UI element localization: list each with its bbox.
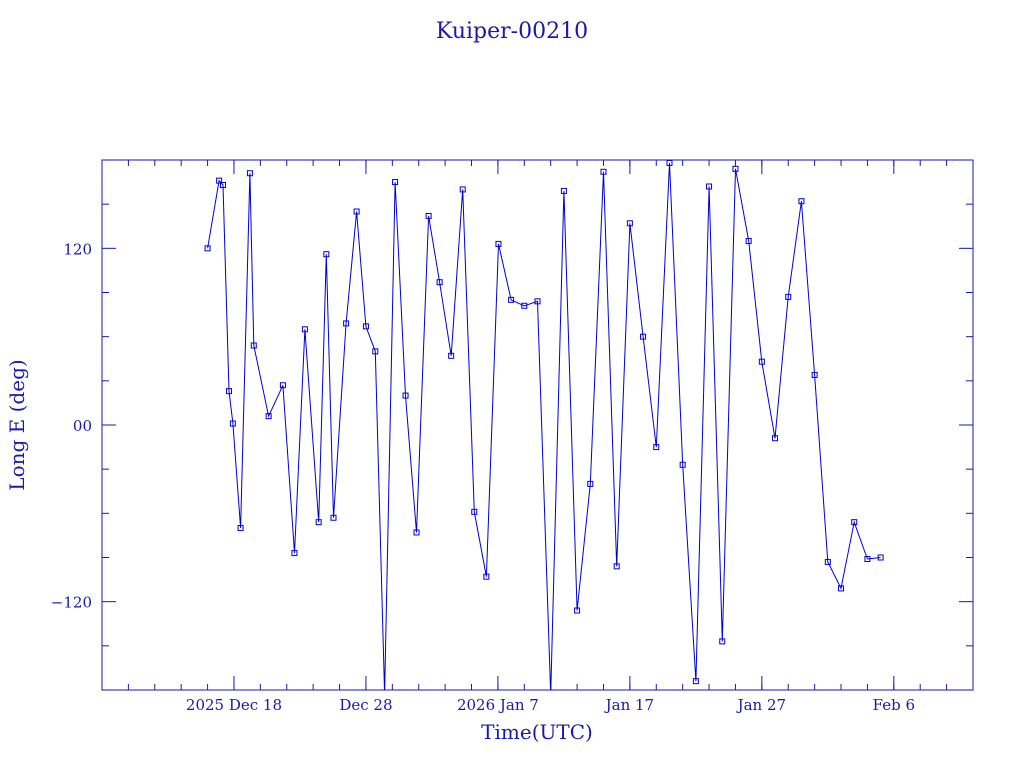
x-tick-label: Jan 17 (604, 696, 654, 714)
data-point (323, 251, 330, 258)
data-point (864, 555, 871, 562)
data-point (279, 382, 286, 389)
x-axis-label: Time(UTC) (481, 720, 593, 744)
data-point (291, 550, 298, 557)
x-tick-label: 2025 Dec 18 (186, 696, 282, 714)
data-point (436, 279, 443, 286)
data-point (600, 168, 607, 175)
x-tick-label: Feb 6 (873, 696, 915, 714)
data-point (315, 519, 322, 526)
data-point (471, 508, 478, 515)
data-point (229, 420, 236, 427)
data-point (353, 208, 360, 215)
data-point (250, 342, 257, 349)
data-point (534, 298, 541, 305)
data-point (626, 220, 633, 227)
data-point (448, 352, 455, 359)
data-point (343, 320, 350, 327)
data-point (521, 302, 528, 309)
y-tick-label: 00 (73, 417, 92, 435)
data-point (574, 607, 581, 614)
series-line (207, 162, 881, 690)
x-tick-label: 2026 Jan 7 (457, 696, 539, 714)
data-point (613, 563, 620, 570)
data-point (362, 323, 369, 330)
data-point (811, 371, 818, 378)
data-point (798, 198, 805, 205)
data-point (560, 187, 567, 194)
data-point (402, 392, 409, 399)
data-point (219, 182, 226, 189)
data-point (372, 348, 379, 355)
data-point (216, 177, 223, 184)
x-tick-label: Dec 28 (339, 696, 392, 714)
data-point (459, 186, 466, 193)
data-point (785, 293, 792, 300)
x-tick-label: Jan 27 (736, 696, 786, 714)
chart-title: Kuiper-00210 (436, 19, 588, 44)
data-point (301, 326, 308, 333)
data-point (706, 183, 713, 190)
data-point (745, 237, 752, 244)
data-point (508, 296, 515, 303)
data-series (204, 160, 884, 697)
data-point (587, 480, 594, 487)
data-point (425, 212, 432, 219)
data-point (640, 333, 647, 340)
x-axis: 2025 Dec 18 Dec 28 2026 Jan 7 Jan 17 Jan 27 F… (101, 160, 974, 714)
data-point (204, 245, 211, 252)
data-point (330, 514, 337, 521)
data-point (483, 573, 490, 580)
data-point (679, 461, 686, 468)
data-point (265, 413, 272, 420)
data-point (732, 165, 739, 172)
data-point (226, 388, 233, 395)
data-point (772, 435, 779, 442)
data-point (758, 358, 765, 365)
y-axis: 120 00 −120 (51, 203, 973, 647)
data-point (838, 585, 845, 592)
data-point (877, 554, 884, 561)
data-point (392, 179, 399, 186)
data-point (653, 444, 660, 451)
data-point (548, 692, 553, 697)
y-axis-label: Long E (deg) (5, 359, 29, 490)
data-point (692, 678, 699, 685)
data-point (824, 558, 831, 565)
data-point (851, 519, 858, 526)
data-point (719, 638, 726, 645)
data-point (413, 529, 420, 536)
data-point (237, 525, 244, 532)
y-tick-label: 120 (63, 240, 92, 258)
data-point (246, 170, 253, 177)
data-point (666, 160, 673, 166)
data-point (495, 240, 502, 247)
y-tick-label: −120 (51, 594, 92, 612)
